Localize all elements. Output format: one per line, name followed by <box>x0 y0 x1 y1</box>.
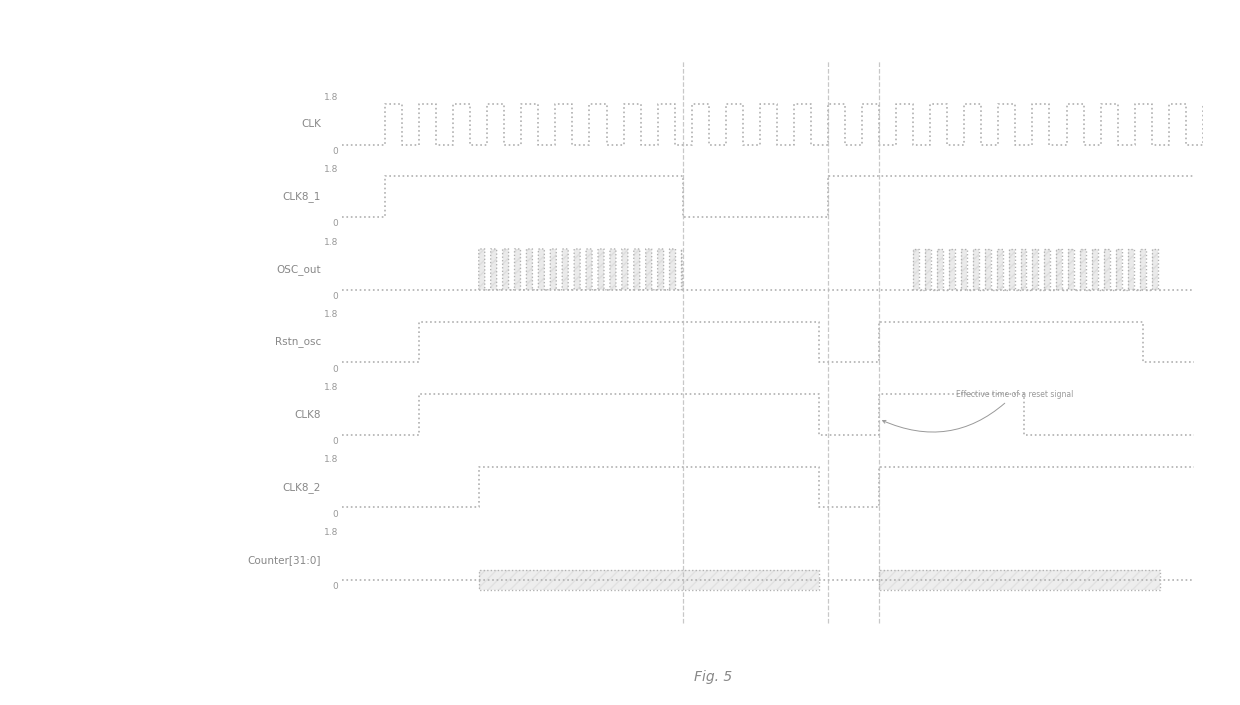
Text: 0: 0 <box>332 437 339 446</box>
Text: 0: 0 <box>332 364 339 374</box>
Text: 1.8: 1.8 <box>324 528 339 537</box>
Text: 1.8: 1.8 <box>324 92 339 102</box>
Text: Rstn_osc: Rstn_osc <box>275 336 321 348</box>
Text: OSC_out: OSC_out <box>277 264 321 275</box>
Text: CLK8: CLK8 <box>295 410 321 419</box>
Text: 1.8: 1.8 <box>324 165 339 174</box>
Text: 0: 0 <box>332 292 339 301</box>
Text: CLK: CLK <box>301 119 321 129</box>
Text: CLK8_2: CLK8_2 <box>283 482 321 493</box>
Text: 0: 0 <box>332 510 339 519</box>
Text: Counter[31:0]: Counter[31:0] <box>248 555 321 565</box>
Text: 0: 0 <box>332 147 339 156</box>
Text: 0: 0 <box>332 219 339 228</box>
Text: 1.8: 1.8 <box>324 455 339 465</box>
Text: 0: 0 <box>332 582 339 591</box>
Text: 1.8: 1.8 <box>324 383 339 392</box>
Text: Effective time of a reset signal: Effective time of a reset signal <box>883 390 1073 432</box>
Text: 1.8: 1.8 <box>324 238 339 247</box>
Text: CLK8_1: CLK8_1 <box>283 191 321 202</box>
Text: 1.8: 1.8 <box>324 310 339 319</box>
Text: Fig. 5: Fig. 5 <box>694 670 732 684</box>
